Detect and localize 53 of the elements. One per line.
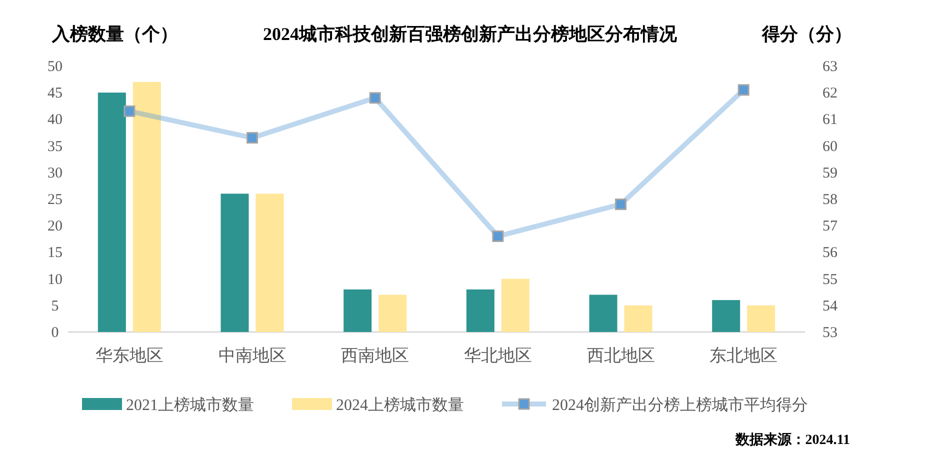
bar bbox=[256, 194, 284, 332]
x-tick-label: 东北地区 bbox=[710, 346, 778, 365]
x-tick-label: 中南地区 bbox=[218, 346, 286, 365]
point bbox=[124, 105, 136, 117]
y-axis-title: 入榜数量（个） bbox=[51, 24, 178, 44]
legend-label: 2021上榜城市数量 bbox=[126, 396, 254, 414]
y-tick-label: 20 bbox=[48, 218, 62, 235]
chart-title: 2024城市科技创新百强榜创新产出分榜地区分布情况 bbox=[263, 24, 678, 44]
point bbox=[369, 92, 381, 104]
bar bbox=[712, 300, 740, 332]
y-tick-label: 25 bbox=[48, 192, 62, 208]
y2-tick-label: 53 bbox=[822, 325, 838, 341]
point bbox=[492, 230, 504, 242]
y-tick-label: 10 bbox=[48, 272, 62, 288]
y2-tick-label: 55 bbox=[822, 272, 838, 288]
y2-tick-label: 62 bbox=[822, 86, 838, 102]
point bbox=[246, 132, 258, 144]
x-tick-label: 华东地区 bbox=[95, 346, 164, 365]
bar bbox=[220, 194, 249, 332]
y2-tick-label: 54 bbox=[822, 298, 838, 314]
y2-tick-label: 59 bbox=[822, 165, 838, 182]
y2-axis-title: 得分（分） bbox=[761, 24, 852, 44]
x-tick-label: 华北地区 bbox=[464, 346, 532, 365]
bar bbox=[589, 294, 618, 332]
bar bbox=[378, 294, 407, 332]
legend-label: 2024上榜城市数量 bbox=[336, 396, 464, 414]
y2-tick-label: 61 bbox=[822, 112, 838, 128]
y-tick-label: 30 bbox=[48, 165, 62, 182]
y2-tick-label: 57 bbox=[822, 218, 838, 235]
y-tick-label: 40 bbox=[48, 112, 62, 128]
y2-tick-label: 56 bbox=[822, 245, 838, 262]
bar bbox=[132, 82, 161, 332]
y2-tick-label: 63 bbox=[822, 59, 838, 75]
bar bbox=[747, 305, 776, 332]
y-tick-label: 45 bbox=[48, 86, 62, 102]
y-tick-label: 35 bbox=[48, 138, 62, 155]
y-tick-label: 5 bbox=[51, 298, 59, 314]
y-tick-label: 50 bbox=[48, 59, 62, 75]
point bbox=[615, 198, 626, 210]
y2-tick-label: 58 bbox=[822, 192, 838, 208]
bar bbox=[344, 289, 372, 332]
y-tick-label: 15 bbox=[48, 245, 62, 262]
point bbox=[738, 84, 750, 96]
bar bbox=[501, 278, 530, 332]
bar bbox=[98, 92, 126, 332]
x-tick-label: 西南地区 bbox=[341, 346, 410, 365]
x-tick-label: 西北地区 bbox=[586, 346, 655, 365]
legend-label: 2024创新产出分榜上榜城市平均得分 bbox=[552, 396, 808, 414]
bar bbox=[624, 305, 652, 332]
source-note: 数据来源：2024.11 bbox=[734, 432, 850, 448]
y2-tick-label: 60 bbox=[822, 138, 838, 155]
bar bbox=[466, 289, 494, 332]
y-tick-label: 0 bbox=[51, 325, 59, 341]
